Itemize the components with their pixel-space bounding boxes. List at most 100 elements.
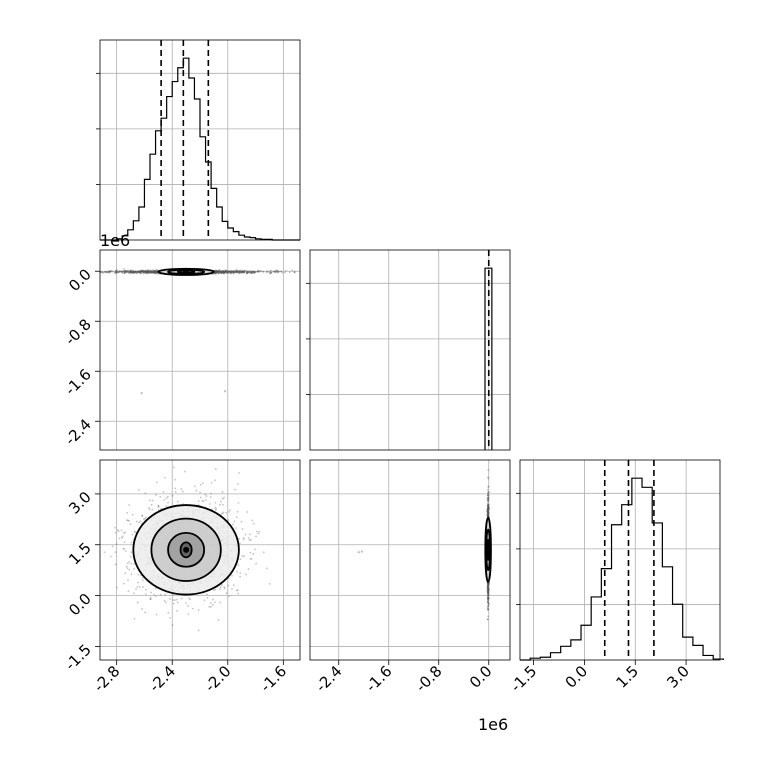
scatter-1-2-point (487, 505, 489, 507)
scatter-0-2-point (237, 564, 240, 566)
scatter-0-1-point (262, 270, 265, 273)
scatter-0-2-point (117, 530, 120, 533)
scatter-0-1-point (131, 271, 134, 274)
scatter-0-1-point (220, 272, 223, 274)
scatter-0-2-point (165, 505, 168, 507)
y-axis-param-1-label-1: -1.6 (61, 365, 94, 398)
scatter-0-2-point (149, 596, 152, 599)
scatter-0-1-point (140, 270, 142, 273)
scatter-0-1-point (253, 270, 256, 273)
x-axis-param-2-label-2: 1.5 (612, 662, 642, 692)
scatter-0-2-point (138, 521, 140, 524)
histogram-param-0-bar-12 (167, 97, 173, 240)
scatter-0-2-point (252, 522, 255, 525)
scatter-1-2-point (486, 488, 489, 491)
scatter-0-2-point (159, 593, 162, 596)
scatter-0-1-point (136, 270, 139, 273)
scatter-0-1-point (221, 270, 224, 273)
scatter-0-2-point (219, 503, 221, 506)
scatter-0-1-point (137, 271, 140, 274)
scatter-0-2-point (163, 499, 166, 501)
scatter-0-1-point (154, 272, 157, 275)
scatter-0-1-point (131, 269, 133, 271)
scatter-0-1-point (134, 271, 137, 274)
scatter-0-1-point (273, 270, 276, 273)
histogram-param-2-bar-17 (693, 645, 703, 660)
scatter-0-1-point (153, 270, 156, 273)
scatter-0-1-point (224, 271, 227, 274)
scatter-0-1-point (138, 270, 141, 273)
scatter-0-1-point (251, 271, 254, 273)
scatter-0-1-point (224, 271, 226, 274)
histogram-param-2-bar-16 (683, 637, 693, 660)
scatter-0-1-point (154, 270, 156, 273)
scatter-0-2-point (126, 562, 129, 565)
scatter-0-1-point (109, 270, 112, 272)
scatter-0-1-point (217, 270, 219, 272)
scatter-0-1-point (147, 272, 150, 275)
scatter-0-1-point (221, 269, 224, 272)
scatter-0-1-point (257, 270, 259, 273)
scatter-0-1-point (153, 271, 156, 274)
scatter-0-1-point (270, 271, 273, 274)
scatter-0-2-point (239, 575, 241, 578)
scatter-0-1-point (233, 271, 236, 274)
scatter-0-1-point (134, 271, 137, 274)
scatter-0-1-point (124, 272, 126, 275)
scatter-0-2-point (240, 520, 243, 523)
scatter-0-1-point (234, 270, 237, 273)
scatter-0-2-point (257, 532, 260, 535)
scatter-1-2-point (487, 504, 489, 507)
scatter-0-2-point (249, 557, 252, 560)
scatter-0-2-point (204, 493, 207, 496)
scatter-0-2-point (227, 519, 230, 521)
scatter-0-1-point (238, 272, 241, 274)
scatter-0-1-point (130, 271, 133, 273)
scatter-1-2-point (486, 589, 489, 592)
scatter-0-2-point (130, 573, 133, 576)
scatter-0-1-point (218, 270, 221, 273)
scatter-0-2-point (115, 543, 118, 545)
scatter-0-2-point (221, 512, 224, 515)
scatter-0-1-point (242, 271, 245, 274)
scatter-0-1-point (276, 271, 279, 273)
scatter-0-1-point (217, 272, 220, 275)
scatter-0-1-point (129, 271, 132, 274)
scatter-1-2-point (487, 506, 489, 508)
scatter-0-2-point (210, 492, 212, 495)
scatter-0-2-point (255, 535, 257, 538)
scatter-0-2-point (209, 605, 212, 608)
scatter-0-1-point (133, 271, 136, 274)
scatter-1-2-point (487, 582, 489, 585)
scatter-1-2-point (487, 508, 490, 510)
scatter-0-1-point (140, 269, 143, 272)
scatter-1-2-point (486, 508, 489, 511)
scatter-0-2-point (227, 584, 230, 587)
scatter-0-1-point (145, 270, 148, 273)
scatter-0-2-point (199, 496, 202, 499)
scatter-0-1-point (105, 270, 108, 273)
scatter-0-1-point (154, 269, 157, 272)
scatter-0-2-point (162, 491, 165, 493)
scatter-1-2-point (487, 511, 489, 514)
scatter-1-2-point (486, 618, 489, 621)
scatter-0-1-point (101, 271, 104, 274)
scatter-0-1-point (214, 271, 217, 274)
scatter-0-1-point (127, 269, 130, 272)
scatter-0-1-point (150, 269, 153, 272)
scatter-0-2-point (133, 563, 135, 565)
scatter-0-1-point (227, 272, 230, 275)
scatter-0-1-point (153, 271, 156, 274)
scatter-0-2-point (111, 545, 114, 548)
scatter-0-2-point (127, 590, 130, 592)
scatter-0-1-point (220, 270, 223, 273)
scatter-0-1-point (114, 271, 117, 274)
scatter-0-1-point (150, 271, 153, 274)
scatter-0-1-point (115, 270, 118, 273)
scatter-1-2-point (487, 597, 490, 600)
scatter-1-2-point (487, 597, 490, 600)
scatter-0-1-point (240, 270, 242, 273)
scatter-1-2-point (486, 513, 489, 516)
histogram-param-2-bar-18 (703, 655, 713, 660)
scatter-0-2-point (197, 609, 200, 612)
